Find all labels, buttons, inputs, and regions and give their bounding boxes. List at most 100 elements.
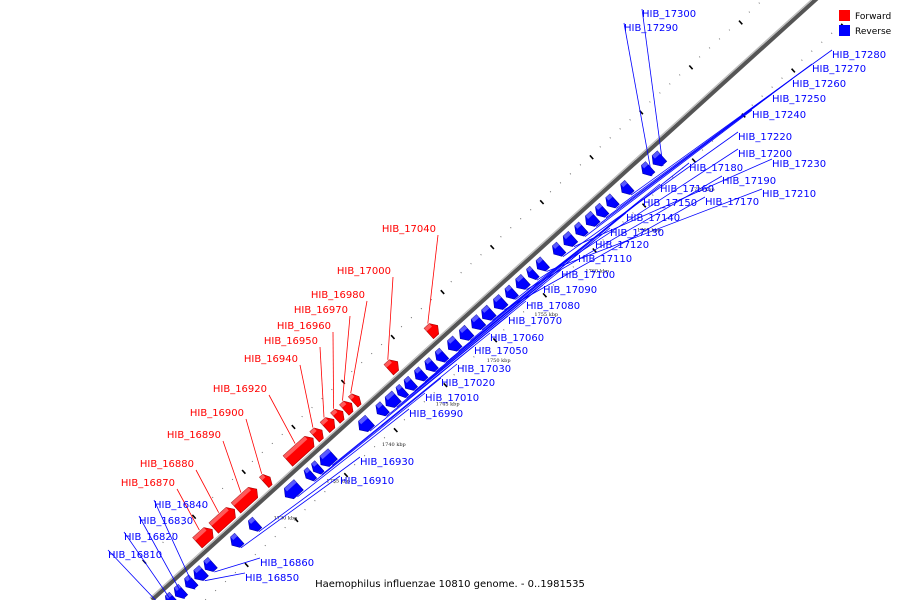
scale-tick: [212, 496, 214, 499]
leader-hib-16990: [297, 408, 410, 498]
scale-tick: [254, 553, 256, 556]
label-hib-17210: HIB_17210: [762, 189, 816, 200]
scale-tick: [510, 227, 512, 229]
scale-label-1730-kbp: 1730 kbp: [274, 516, 298, 522]
scale-tick: [433, 392, 435, 394]
leader-hib-17010: [314, 392, 426, 482]
scale-tick: [261, 451, 263, 454]
gene-hib-17160: [481, 304, 497, 321]
label-hib-17000: HIB_17000: [337, 266, 391, 277]
scale-tick: [691, 158, 697, 163]
label-hib-17230: HIB_17230: [772, 159, 826, 170]
scale-tick: [152, 550, 154, 553]
scale-tick: [380, 343, 383, 346]
scale-tick: [400, 325, 403, 328]
scale-tick: [311, 406, 313, 409]
gene-hib-17010: [303, 467, 318, 482]
scale-tick: [619, 128, 621, 130]
gene-hib-16960: [330, 408, 345, 424]
leader-hib-16920: [268, 394, 296, 444]
gene-hib-16850: [193, 565, 209, 581]
leader-hib-16810: [107, 549, 156, 600]
leader-hib-16950: [319, 346, 325, 418]
leader-hib-17210: [546, 188, 763, 272]
forward-genes: [192, 323, 439, 549]
gene-hib-16910: [230, 532, 245, 548]
leader-hib-17080: [406, 300, 527, 399]
label-hib-17010: HIB_17010: [425, 393, 479, 404]
gene-hib-17250: [585, 210, 601, 227]
scale-tick: [363, 454, 366, 457]
scale-tick: [701, 149, 704, 151]
gene-hib-17030: [319, 448, 338, 467]
leader-hib-17100: [424, 269, 562, 382]
leader-hib-17180: [515, 162, 690, 300]
scale-tick: [688, 64, 694, 70]
scale-tick: [520, 218, 522, 220]
label-hib-17250: HIB_17250: [772, 94, 826, 105]
scale-tick: [231, 478, 234, 481]
label-hib-17050: HIB_17050: [474, 346, 528, 357]
label-hib-17180: HIB_17180: [689, 163, 743, 174]
gene-hib-17260: [595, 202, 610, 218]
gene-hib-17080: [395, 383, 410, 399]
scale-tick: [480, 254, 482, 256]
scale-tick: [579, 164, 582, 166]
gene-hib-16860: [203, 557, 218, 572]
gene-hib-17300: [651, 150, 668, 167]
scale-tick: [393, 427, 398, 433]
leader-hib-16870: [176, 488, 200, 531]
scale-tick: [473, 356, 475, 358]
reverse-genes: [157, 150, 668, 600]
scale-tick: [632, 212, 634, 214]
label-hib-16960: HIB_16960: [277, 321, 331, 332]
scale-label-1765-kbp: 1765 kbp: [637, 227, 661, 233]
gene-hib-16820: [164, 591, 180, 600]
leader-hib-17280: [630, 49, 833, 196]
scale-tick: [492, 337, 498, 343]
leader-hib-16970: [342, 315, 351, 401]
scale-tick: [542, 292, 548, 298]
scale-tick: [294, 517, 299, 523]
scale-tick: [718, 38, 721, 40]
scale-tick: [331, 388, 333, 391]
scale-tick: [532, 302, 535, 304]
scale-tick: [831, 32, 833, 34]
label-hib-16840: HIB_16840: [154, 500, 208, 511]
scale-tick: [241, 469, 246, 475]
scale-tick: [202, 505, 204, 508]
scale-tick: [738, 20, 743, 25]
scale-tick: [410, 316, 413, 319]
scale-tick: [708, 47, 711, 49]
gene-hib-17000: [383, 359, 399, 376]
scale-tick: [771, 86, 773, 88]
legend-forward-label: Forward: [855, 12, 891, 22]
gene-hib-17020: [311, 460, 325, 475]
label-hib-16930: HIB_16930: [360, 457, 414, 468]
scale-tick: [463, 365, 465, 367]
scale-tick: [343, 472, 349, 478]
scale-ticks: [142, 2, 846, 600]
gene-hib-17280: [620, 180, 635, 195]
gene-hib-16920: [282, 435, 315, 467]
scale-label-1740-kbp: 1740 kbp: [382, 442, 406, 448]
scale-tick: [324, 490, 326, 493]
scale-tick: [672, 176, 674, 178]
scale-tick: [711, 140, 714, 142]
gene-hib-16930: [248, 516, 263, 532]
scale-tick: [503, 329, 505, 331]
scale-tick: [669, 83, 671, 85]
leader-hib-16900: [245, 418, 263, 474]
label-hib-16830: HIB_16830: [139, 516, 193, 527]
leader-hib-17000: [387, 276, 394, 360]
label-hib-17280: HIB_17280: [832, 50, 886, 61]
label-hib-17270: HIB_17270: [812, 64, 866, 75]
gene-hib-16990: [283, 479, 304, 500]
gene-hib-17120: [434, 347, 450, 363]
label-hib-16920: HIB_16920: [213, 384, 267, 395]
gene-hib-17100: [414, 366, 429, 382]
scale-tick: [373, 446, 376, 448]
genome-backbone: [149, 0, 819, 600]
leader-hib-16830: [138, 515, 185, 599]
